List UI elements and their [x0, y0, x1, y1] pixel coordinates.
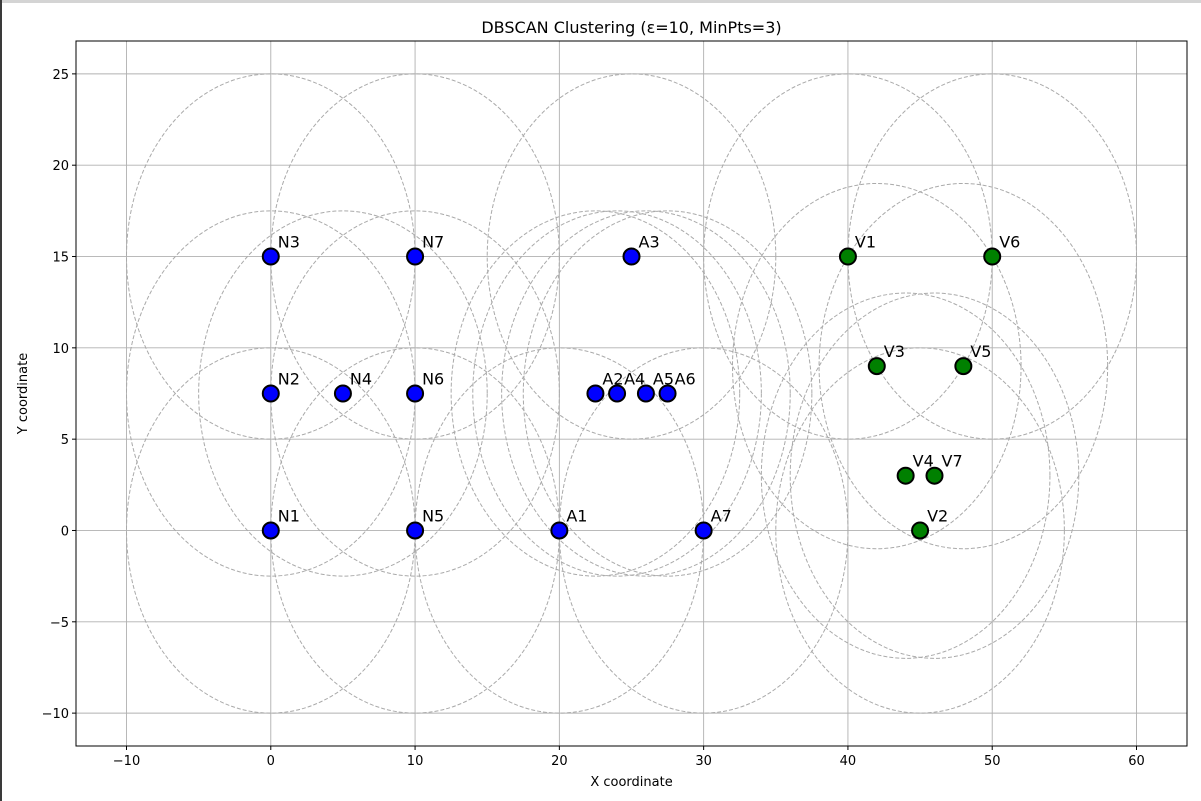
epsilon-circle: [775, 347, 1065, 714]
point-label-a2: A2: [602, 370, 623, 389]
epsilon-circle: [789, 292, 1080, 659]
y-tick-label: 5: [61, 433, 69, 448]
x-tick-label: 10: [407, 754, 424, 769]
y-tick-label: 15: [52, 251, 69, 266]
data-point-v4: [896, 466, 915, 485]
data-point-v3: [867, 357, 886, 376]
epsilon-circle: [472, 210, 762, 577]
epsilon-circle: [760, 292, 1051, 659]
y-tick-label: 25: [52, 68, 69, 83]
x-axis-label: X coordinate: [590, 775, 672, 790]
epsilon-circle: [450, 210, 741, 577]
point-label-n6: N6: [422, 370, 444, 389]
epsilon-circle: [522, 210, 813, 577]
data-point-n5: [406, 521, 425, 540]
window-left-border: [0, 0, 2, 801]
point-label-n3: N3: [278, 233, 300, 252]
data-point-n1: [261, 521, 280, 540]
data-point-a4: [608, 384, 627, 403]
point-label-a4: A4: [624, 370, 645, 389]
data-point-a2: [586, 384, 605, 403]
data-point-a6: [658, 384, 677, 403]
data-point-a1: [550, 521, 569, 540]
y-tick-label: 0: [61, 524, 69, 539]
point-label-a1: A1: [566, 506, 587, 525]
point-label-v3: V3: [884, 342, 905, 361]
x-tick-label: −10: [113, 754, 140, 769]
data-point-n3: [261, 247, 280, 266]
point-label-n7: N7: [422, 233, 444, 252]
y-tick-label: −5: [50, 616, 69, 631]
point-label-n1: N1: [278, 506, 300, 525]
data-point-a5: [636, 384, 655, 403]
point-label-a7: A7: [711, 506, 732, 525]
epsilon-circle: [198, 210, 488, 577]
data-point-n2: [261, 384, 280, 403]
data-point-v2: [911, 521, 930, 540]
point-label-n5: N5: [422, 506, 444, 525]
data-point-n6: [406, 384, 425, 403]
data-point-v7: [925, 466, 944, 485]
data-point-v5: [954, 357, 973, 376]
y-tick-label: −10: [42, 707, 69, 722]
axis-ticks: −10 0 10 20 30 40 50 60 −10 −5 0 5 10 15 20 25: [42, 68, 1145, 769]
epsilon-circle: [558, 347, 849, 714]
x-tick-label: 50: [984, 754, 1001, 769]
point-labels: N1 N2 N3 N4 N5 N6 N7 A1 A2 A3 A4 A5 A6 A7 V1 V2 V3 V4 V5 V6…: [278, 233, 1021, 526]
data-points: [261, 247, 1002, 540]
point-label-v6: V6: [999, 233, 1020, 252]
epsilon-circle: [501, 210, 791, 577]
x-tick-label: 20: [551, 754, 568, 769]
x-tick-label: 30: [695, 754, 712, 769]
epsilon-circle: [486, 73, 777, 440]
point-label-n4: N4: [350, 370, 372, 389]
data-point-v6: [983, 247, 1002, 266]
point-label-v7: V7: [942, 452, 963, 471]
epsilon-circle: [270, 210, 560, 577]
point-label-n2: N2: [278, 370, 300, 389]
point-label-v2: V2: [927, 506, 948, 525]
point-label-a6: A6: [675, 370, 696, 389]
data-point-v1: [838, 247, 857, 266]
data-point-n7: [406, 247, 425, 266]
x-tick-label: 0: [267, 754, 275, 769]
plot-area: [76, 41, 1187, 746]
y-tick-label: 10: [52, 342, 69, 357]
window-top-border: [0, 0, 1201, 3]
data-point-n4: [333, 384, 352, 403]
point-label-a5: A5: [653, 370, 674, 389]
point-label-v4: V4: [913, 452, 934, 471]
data-point-a3: [622, 247, 641, 266]
epsilon-circle: [847, 73, 1138, 440]
y-axis-label: Y coordinate: [16, 353, 31, 435]
chart-title: DBSCAN Clustering (ε=10, MinPts=3): [481, 18, 781, 37]
x-tick-label: 60: [1128, 754, 1145, 769]
x-tick-label: 40: [840, 754, 857, 769]
plot-frame: [75, 40, 1188, 747]
data-point-a7: [694, 521, 713, 540]
epsilon-circle: [270, 73, 560, 440]
y-tick-label: 20: [52, 159, 69, 174]
point-label-v1: V1: [855, 233, 876, 252]
point-label-v5: V5: [970, 342, 991, 361]
point-label-a3: A3: [639, 233, 660, 252]
